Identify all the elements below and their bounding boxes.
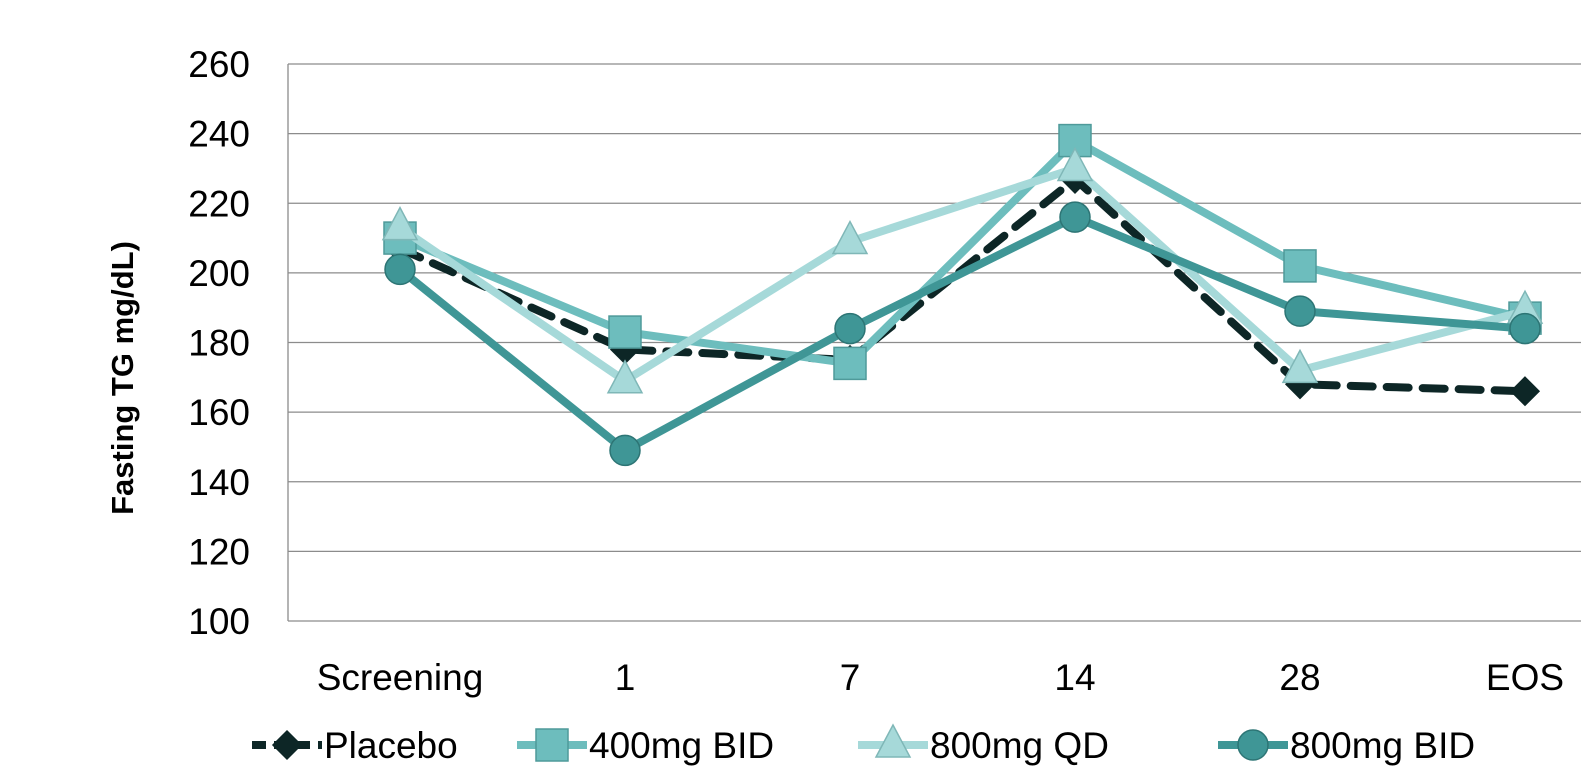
data-point	[606, 359, 644, 394]
x-tick-label: 14	[1054, 657, 1095, 698]
x-axis-ticks: Screening 1 7 14 28 EOS	[317, 657, 1564, 698]
data-point	[1509, 312, 1541, 345]
legend-label: 400mg BID	[589, 725, 774, 766]
y-axis-ticks: 100 120 140 160 180 200 220 240 260	[188, 44, 250, 642]
legend-item-400mg-bid: 400mg BID	[517, 725, 774, 766]
legend-item-800mg-bid: 800mg BID	[1218, 725, 1475, 766]
series-line	[396, 164, 1529, 385]
y-tick-label: 220	[188, 183, 250, 224]
series-800mg-qd	[381, 146, 1544, 394]
data-point	[831, 219, 869, 255]
data-point	[834, 312, 866, 345]
data-point	[833, 346, 867, 381]
series-line	[396, 136, 1529, 368]
legend-marker	[1237, 729, 1269, 761]
series-line	[396, 213, 1529, 455]
data-point	[1059, 201, 1091, 233]
series-400mg-bid	[383, 123, 1542, 381]
data-point	[1284, 295, 1316, 327]
x-tick-label: 28	[1279, 657, 1320, 698]
y-tick-label: 160	[188, 392, 250, 433]
legend-label: Placebo	[324, 725, 458, 766]
legend-item-placebo: Placebo	[252, 725, 458, 766]
y-tick-label: 260	[188, 44, 250, 85]
x-tick-label: 1	[615, 657, 636, 698]
y-axis-label: Fasting TG mg/dL)	[105, 241, 140, 515]
y-tick-label: 140	[188, 462, 250, 503]
legend-marker	[535, 728, 569, 762]
series-800mg-bid	[384, 201, 1541, 467]
data-point	[381, 206, 419, 241]
data-point	[1281, 348, 1319, 384]
x-tick-label: Screening	[317, 657, 484, 698]
legend-label: 800mg QD	[930, 725, 1109, 766]
legend-item-800mg-qd: 800mg QD	[858, 723, 1109, 766]
y-tick-label: 100	[188, 601, 250, 642]
y-tick-label: 180	[188, 323, 250, 364]
y-tick-label: 120	[188, 531, 250, 572]
y-tick-label: 240	[188, 114, 250, 155]
series-group	[381, 123, 1544, 467]
legend-marker	[874, 723, 912, 758]
data-point	[1056, 146, 1094, 182]
data-point	[1509, 376, 1541, 407]
data-point	[1283, 249, 1317, 283]
x-tick-label: EOS	[1486, 657, 1564, 698]
legend-marker	[271, 729, 303, 761]
data-point	[384, 253, 416, 286]
legend: Placebo 400mg BID 800mg QD 800mg BID	[252, 723, 1475, 766]
data-point	[609, 434, 641, 467]
y-tick-label: 200	[188, 253, 250, 294]
data-point	[608, 315, 642, 349]
x-tick-label: 7	[840, 657, 861, 698]
legend-label: 800mg BID	[1290, 725, 1475, 766]
gridlines	[287, 63, 1581, 622]
